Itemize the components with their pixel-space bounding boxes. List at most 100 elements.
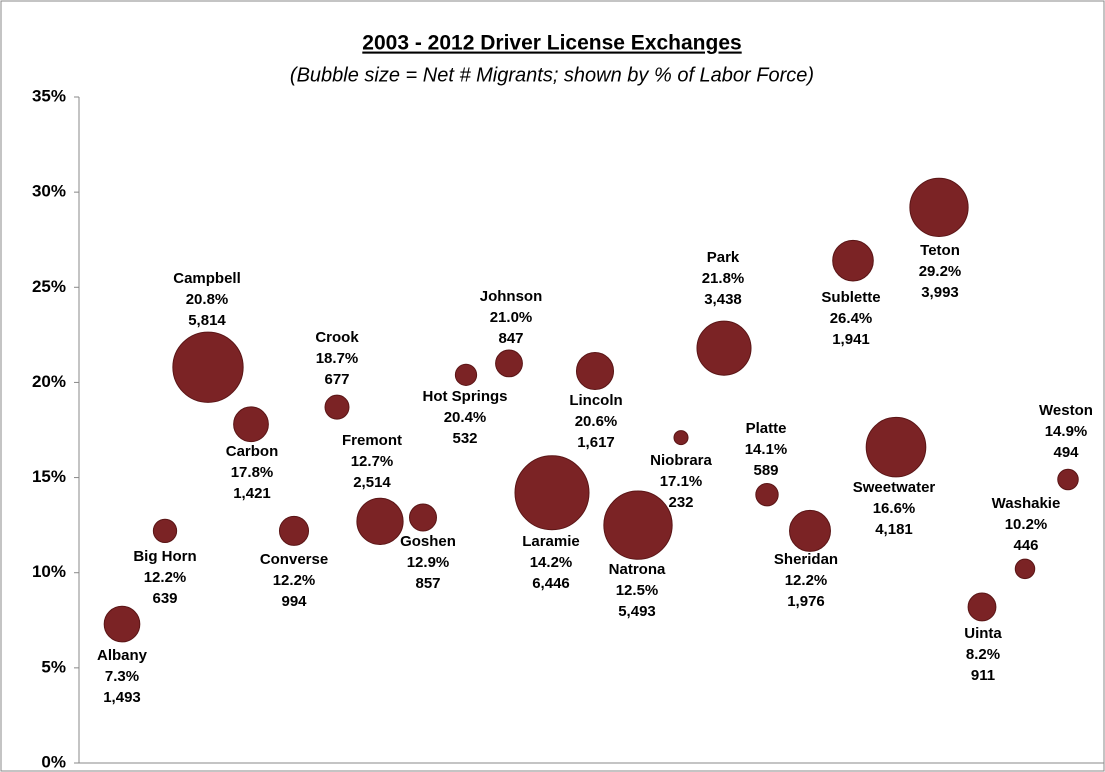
data-label-size: 1,941 [832,331,870,348]
data-label-name: Hot Springs [423,388,508,405]
data-label-value: 21.8% [702,270,745,287]
chart-subtitle: (Bubble size = Net # Migrants; shown by … [290,64,814,86]
data-label-size: 1,976 [787,593,825,610]
bubble [152,518,178,544]
data-label-size: 494 [1053,444,1079,461]
data-label-size: 532 [452,430,477,447]
data-label-size: 6,446 [532,575,570,592]
data-label-size: 1,617 [577,434,615,451]
data-label-value: 14.2% [530,554,573,571]
data-label-size: 677 [324,371,349,388]
data-label-value: 18.7% [316,350,359,367]
data-label-name: Uinta [964,625,1002,642]
data-label-value: 7.3% [105,668,139,685]
data-label-name: Platte [746,420,787,437]
y-tick-label: 10% [32,562,66,581]
data-label-name: Niobrara [650,452,712,469]
data-label-value: 12.2% [144,569,187,586]
data-label-name: Lincoln [569,392,622,409]
data-label-name: Teton [920,242,960,259]
bubble [755,483,779,507]
data-label-name: Converse [260,551,328,568]
data-label-size: 3,438 [704,291,742,308]
data-label-size: 5,493 [618,603,656,620]
bubble [514,455,590,531]
data-label-value: 12.7% [351,453,394,470]
data-label-value: 14.1% [745,441,788,458]
bubble [1014,558,1036,580]
data-label-size: 1,421 [233,485,271,502]
bubble [172,331,244,403]
bubble [454,363,478,386]
chart-title: 2003 - 2012 Driver License Exchanges [362,32,741,55]
data-label-size: 1,493 [103,689,141,706]
bubble [495,349,523,378]
bubble [103,605,141,643]
bubble [575,351,615,391]
data-label-name: Campbell [173,270,241,287]
data-label-size: 639 [152,590,177,607]
data-label-value: 16.6% [873,500,916,517]
bubble [673,430,689,446]
y-tick-label: 5% [41,657,66,676]
data-label-name: Washakie [992,495,1061,512]
data-label-size: 4,181 [875,521,913,538]
data-label-name: Johnson [480,288,543,305]
data-label-name: Carbon [226,443,279,460]
data-label-name: Park [707,249,740,266]
data-label-value: 20.6% [575,413,618,430]
data-label-value: 12.2% [785,572,828,589]
y-tick-label: 20% [32,372,66,391]
bubble [865,416,927,478]
data-label-value: 8.2% [966,646,1000,663]
data-label-size: 3,993 [921,284,959,301]
data-label-value: 17.1% [660,473,703,490]
data-label-name: Sheridan [774,551,838,568]
data-label-value: 10.2% [1005,516,1048,533]
data-label-name: Natrona [609,561,666,578]
data-label-size: 994 [281,593,307,610]
data-label-name: Sweetwater [853,479,936,496]
data-label-size: 232 [668,494,693,511]
y-tick-label: 30% [32,182,66,201]
data-label-size: 5,814 [188,312,226,329]
bubble [832,239,874,282]
data-label-size: 911 [971,667,995,684]
data-label-name: Sublette [821,289,880,306]
data-label-size: 446 [1013,537,1038,554]
data-label-name: Laramie [522,533,580,550]
data-label-size: 857 [415,575,440,592]
bubble [789,509,831,552]
data-label-name: Weston [1039,402,1093,419]
data-label-value: 20.4% [444,409,487,426]
bubble [696,320,752,376]
data-label-size: 847 [498,330,523,347]
data-label-value: 17.8% [231,464,274,481]
data-label-name: Crook [315,329,359,346]
bubble [356,497,404,545]
bubble [603,490,673,560]
data-label-value: 12.9% [407,554,450,571]
data-label-value: 12.2% [273,572,316,589]
data-label-value: 26.4% [830,310,873,327]
y-tick-label: 25% [32,277,66,296]
y-tick-label: 35% [32,86,66,105]
y-tick-label: 15% [32,467,66,486]
data-label-name: Albany [97,647,148,664]
data-label-value: 12.5% [616,582,659,599]
bubble [409,503,437,532]
bubble [324,394,350,420]
data-label-value: 29.2% [919,263,962,280]
data-label-size: 2,514 [353,474,391,491]
data-label-name: Goshen [400,533,456,550]
data-label-size: 589 [753,462,778,479]
bubble [278,515,310,546]
y-tick-label: 0% [41,752,66,771]
data-label-value: 20.8% [186,291,229,308]
bubble [909,177,969,237]
data-label-value: 21.0% [490,309,533,326]
data-label-name: Big Horn [133,548,196,565]
bubble [967,592,997,622]
